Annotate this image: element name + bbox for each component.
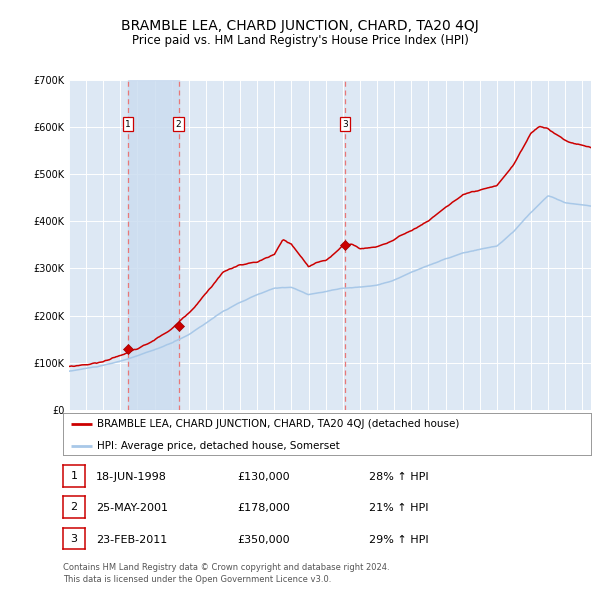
Text: Contains HM Land Registry data © Crown copyright and database right 2024.: Contains HM Land Registry data © Crown c…: [63, 563, 389, 572]
Text: 29% ↑ HPI: 29% ↑ HPI: [369, 535, 428, 545]
Text: 2: 2: [71, 502, 77, 512]
Text: 1: 1: [71, 471, 77, 481]
Text: HPI: Average price, detached house, Somerset: HPI: Average price, detached house, Some…: [97, 441, 340, 451]
Text: 21% ↑ HPI: 21% ↑ HPI: [369, 503, 428, 513]
Text: £350,000: £350,000: [237, 535, 290, 545]
Text: 23-FEB-2011: 23-FEB-2011: [96, 535, 167, 545]
Text: 18-JUN-1998: 18-JUN-1998: [96, 472, 167, 482]
Text: £130,000: £130,000: [237, 472, 290, 482]
Text: BRAMBLE LEA, CHARD JUNCTION, CHARD, TA20 4QJ: BRAMBLE LEA, CHARD JUNCTION, CHARD, TA20…: [121, 19, 479, 33]
Text: Price paid vs. HM Land Registry's House Price Index (HPI): Price paid vs. HM Land Registry's House …: [131, 34, 469, 47]
Text: This data is licensed under the Open Government Licence v3.0.: This data is licensed under the Open Gov…: [63, 575, 331, 584]
Text: 25-MAY-2001: 25-MAY-2001: [96, 503, 168, 513]
Text: 3: 3: [71, 533, 77, 543]
Text: BRAMBLE LEA, CHARD JUNCTION, CHARD, TA20 4QJ (detached house): BRAMBLE LEA, CHARD JUNCTION, CHARD, TA20…: [97, 419, 460, 430]
Text: 2: 2: [176, 120, 181, 129]
Text: 28% ↑ HPI: 28% ↑ HPI: [369, 472, 428, 482]
Bar: [128, 80, 179, 410]
Text: 3: 3: [343, 120, 348, 129]
Text: 1: 1: [125, 120, 131, 129]
Text: £178,000: £178,000: [237, 503, 290, 513]
